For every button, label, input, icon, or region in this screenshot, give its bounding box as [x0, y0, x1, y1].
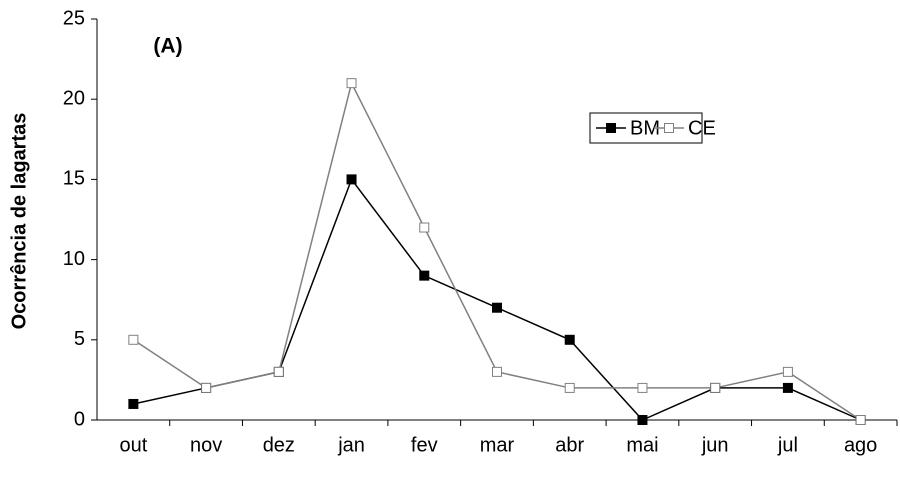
- marker: [710, 382, 721, 393]
- x-tick-label: dez: [263, 434, 295, 456]
- y-tick-label: 20: [63, 87, 85, 109]
- x-tick-label: jul: [777, 434, 798, 456]
- x-tick-label: abr: [555, 434, 584, 456]
- marker: [128, 398, 139, 409]
- x-tick-label: jun: [701, 434, 729, 456]
- marker: [637, 415, 648, 425]
- x-tick-label: mai: [626, 434, 658, 456]
- marker: [782, 382, 793, 393]
- marker: [564, 382, 575, 393]
- x-tick-label: fev: [411, 434, 438, 456]
- x-tick-label: jan: [337, 434, 365, 456]
- legend-marker: [606, 123, 616, 133]
- legend-label: BM: [630, 117, 660, 139]
- series-line: [133, 177, 861, 421]
- marker: [855, 415, 866, 425]
- marker: [419, 222, 430, 233]
- marker: [128, 334, 139, 345]
- x-tick-label: ago: [844, 434, 877, 456]
- y-tick-label: 15: [63, 168, 85, 190]
- legend-marker: [664, 123, 674, 133]
- legend-label: CE: [688, 117, 716, 139]
- marker: [637, 382, 648, 393]
- marker: [564, 334, 575, 345]
- marker: [782, 366, 793, 377]
- marker: [492, 366, 502, 377]
- marker: [201, 382, 212, 393]
- y-axis-label: Ocorrência de lagartas: [8, 113, 30, 330]
- x-tick-label: mar: [480, 434, 515, 456]
- marker: [419, 270, 430, 281]
- marker: [346, 78, 357, 89]
- y-tick-label: 25: [63, 7, 85, 29]
- marker: [273, 366, 284, 377]
- y-tick-label: 0: [74, 408, 85, 430]
- annotation: (A): [153, 35, 182, 58]
- x-tick-label: out: [119, 434, 147, 456]
- marker: [492, 302, 502, 313]
- y-tick-label: 5: [74, 328, 85, 350]
- x-tick-label: nov: [190, 434, 222, 456]
- marker: [346, 174, 357, 185]
- y-tick-label: 10: [63, 248, 85, 270]
